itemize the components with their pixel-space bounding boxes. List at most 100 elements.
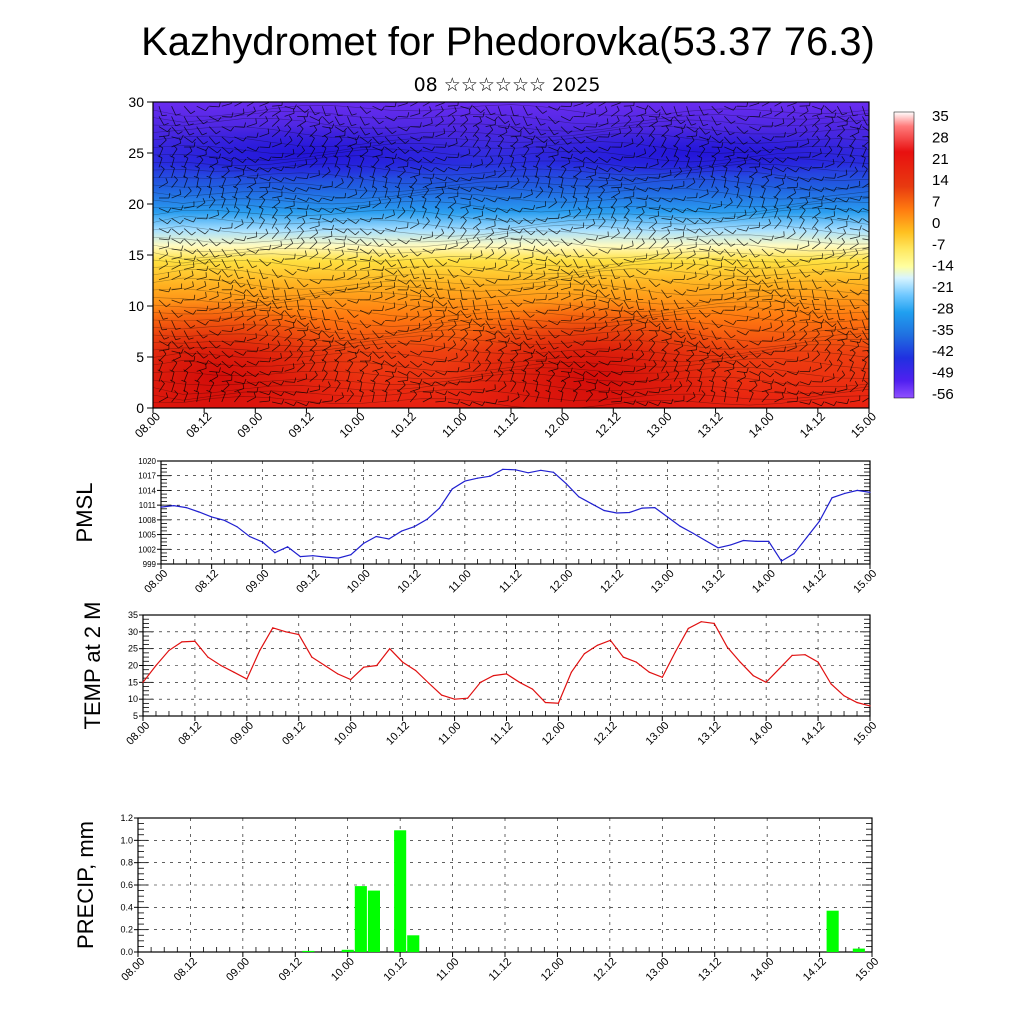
- wind-barb-feather: [211, 196, 216, 201]
- wind-barb: [297, 391, 308, 394]
- wind-barb: [786, 299, 795, 307]
- wind-barb-feather: [570, 275, 573, 281]
- wind-barb: [698, 238, 708, 245]
- wind-barb-feather: [491, 228, 495, 234]
- wind-barb-feather: [380, 280, 383, 286]
- wind-barb: [460, 333, 469, 342]
- wind-barb-feather: [716, 123, 722, 126]
- series-point: [220, 664, 222, 667]
- wind-barb: [849, 197, 860, 201]
- wind-barb: [837, 225, 848, 229]
- wind-barb-feather: [175, 327, 181, 330]
- wind-barb-feather: [215, 264, 221, 268]
- wind-barb: [158, 116, 165, 126]
- wind-barb: [786, 324, 796, 331]
- series-point: [337, 557, 339, 559]
- wind-barb: [234, 279, 242, 288]
- wind-barb: [372, 320, 382, 326]
- wind-barb-feather: [162, 349, 167, 355]
- wind-barb: [761, 146, 771, 154]
- wind-barb-feather: [419, 235, 423, 241]
- series-point: [502, 468, 504, 470]
- wind-barb-feather: [689, 328, 695, 331]
- wind-barb: [786, 279, 790, 290]
- wind-barb: [334, 228, 345, 234]
- y-axis-title: PMSL: [72, 483, 97, 543]
- wind-barb: [372, 126, 379, 136]
- wind-barb: [661, 388, 672, 393]
- wind-barb: [208, 360, 218, 368]
- wind-barb-feather: [243, 322, 245, 329]
- y-tick-label: 15: [128, 247, 144, 263]
- wind-barb: [208, 168, 215, 178]
- wind-barb: [799, 129, 808, 138]
- wind-barb: [485, 253, 495, 260]
- wind-barb: [447, 105, 458, 107]
- wind-barb-feather: [771, 165, 775, 171]
- wind-barb-feather: [256, 297, 260, 303]
- y-tick-label: 0.4: [120, 902, 133, 912]
- wind-barb-feather: [783, 381, 787, 387]
- wind-barb: [221, 340, 231, 346]
- wind-barb-feather: [256, 387, 259, 393]
- wind-barb-feather: [167, 207, 172, 213]
- wind-barb-feather: [313, 125, 318, 131]
- wind-barb-feather: [480, 323, 485, 327]
- wind-barb: [673, 372, 680, 382]
- wind-barb: [497, 299, 504, 309]
- wind-barb-feather: [292, 363, 295, 369]
- wind-barb: [196, 269, 207, 271]
- wind-barb-feather: [417, 363, 423, 368]
- wind-barb-feather: [814, 339, 819, 344]
- wind-barb: [736, 258, 744, 268]
- wind-barb: [824, 116, 835, 118]
- wind-barb-feather: [619, 381, 624, 387]
- wind-barb: [309, 253, 319, 260]
- wind-barb-feather: [326, 306, 332, 310]
- wind-barb: [234, 156, 243, 164]
- wind-barb-feather: [641, 207, 645, 213]
- wind-barb: [171, 288, 182, 291]
- wind-barb-feather: [809, 102, 811, 106]
- wind-barb-feather: [310, 145, 316, 149]
- wind-barb: [435, 248, 446, 250]
- wind-barb: [410, 315, 420, 321]
- wind-barb: [673, 207, 684, 214]
- wind-barb-feather: [666, 112, 672, 116]
- wind-barb: [862, 157, 866, 168]
- wind-barb: [535, 178, 540, 188]
- wind-barb-feather: [579, 254, 584, 258]
- wind-barb: [209, 320, 220, 322]
- wind-barb-feather: [363, 186, 368, 192]
- wind-barb-feather: [205, 320, 209, 326]
- wind-barb-feather: [218, 302, 220, 308]
- wind-barb-feather: [821, 104, 825, 110]
- wind-barb: [460, 326, 471, 331]
- wind-barb: [535, 285, 546, 291]
- wind-barb: [661, 330, 671, 336]
- wind-barb-feather: [503, 248, 507, 254]
- wind-barb-feather: [782, 332, 785, 338]
- wind-barb-feather: [680, 120, 686, 125]
- wind-barb-feather: [756, 364, 762, 369]
- wind-barb: [422, 248, 432, 254]
- wind-barb-feather: [871, 220, 874, 224]
- colorbar-label: 14: [932, 172, 949, 189]
- wind-barb: [409, 146, 419, 154]
- wind-barb: [548, 228, 558, 235]
- wind-barb-feather: [733, 146, 737, 152]
- wind-barb: [472, 289, 477, 300]
- wind-barb: [761, 223, 771, 229]
- wind-barb-feather: [721, 142, 724, 148]
- wind-barb: [648, 364, 657, 372]
- wind-barb-feather: [759, 161, 761, 167]
- wind-barb-feather: [554, 197, 557, 203]
- wind-barb: [548, 188, 553, 199]
- series-point: [207, 656, 209, 658]
- wind-barb: [661, 267, 672, 270]
- wind-barb-feather: [582, 157, 586, 162]
- wind-barb: [573, 166, 584, 168]
- wind-barb-feather: [602, 287, 608, 290]
- wind-barb: [272, 371, 283, 373]
